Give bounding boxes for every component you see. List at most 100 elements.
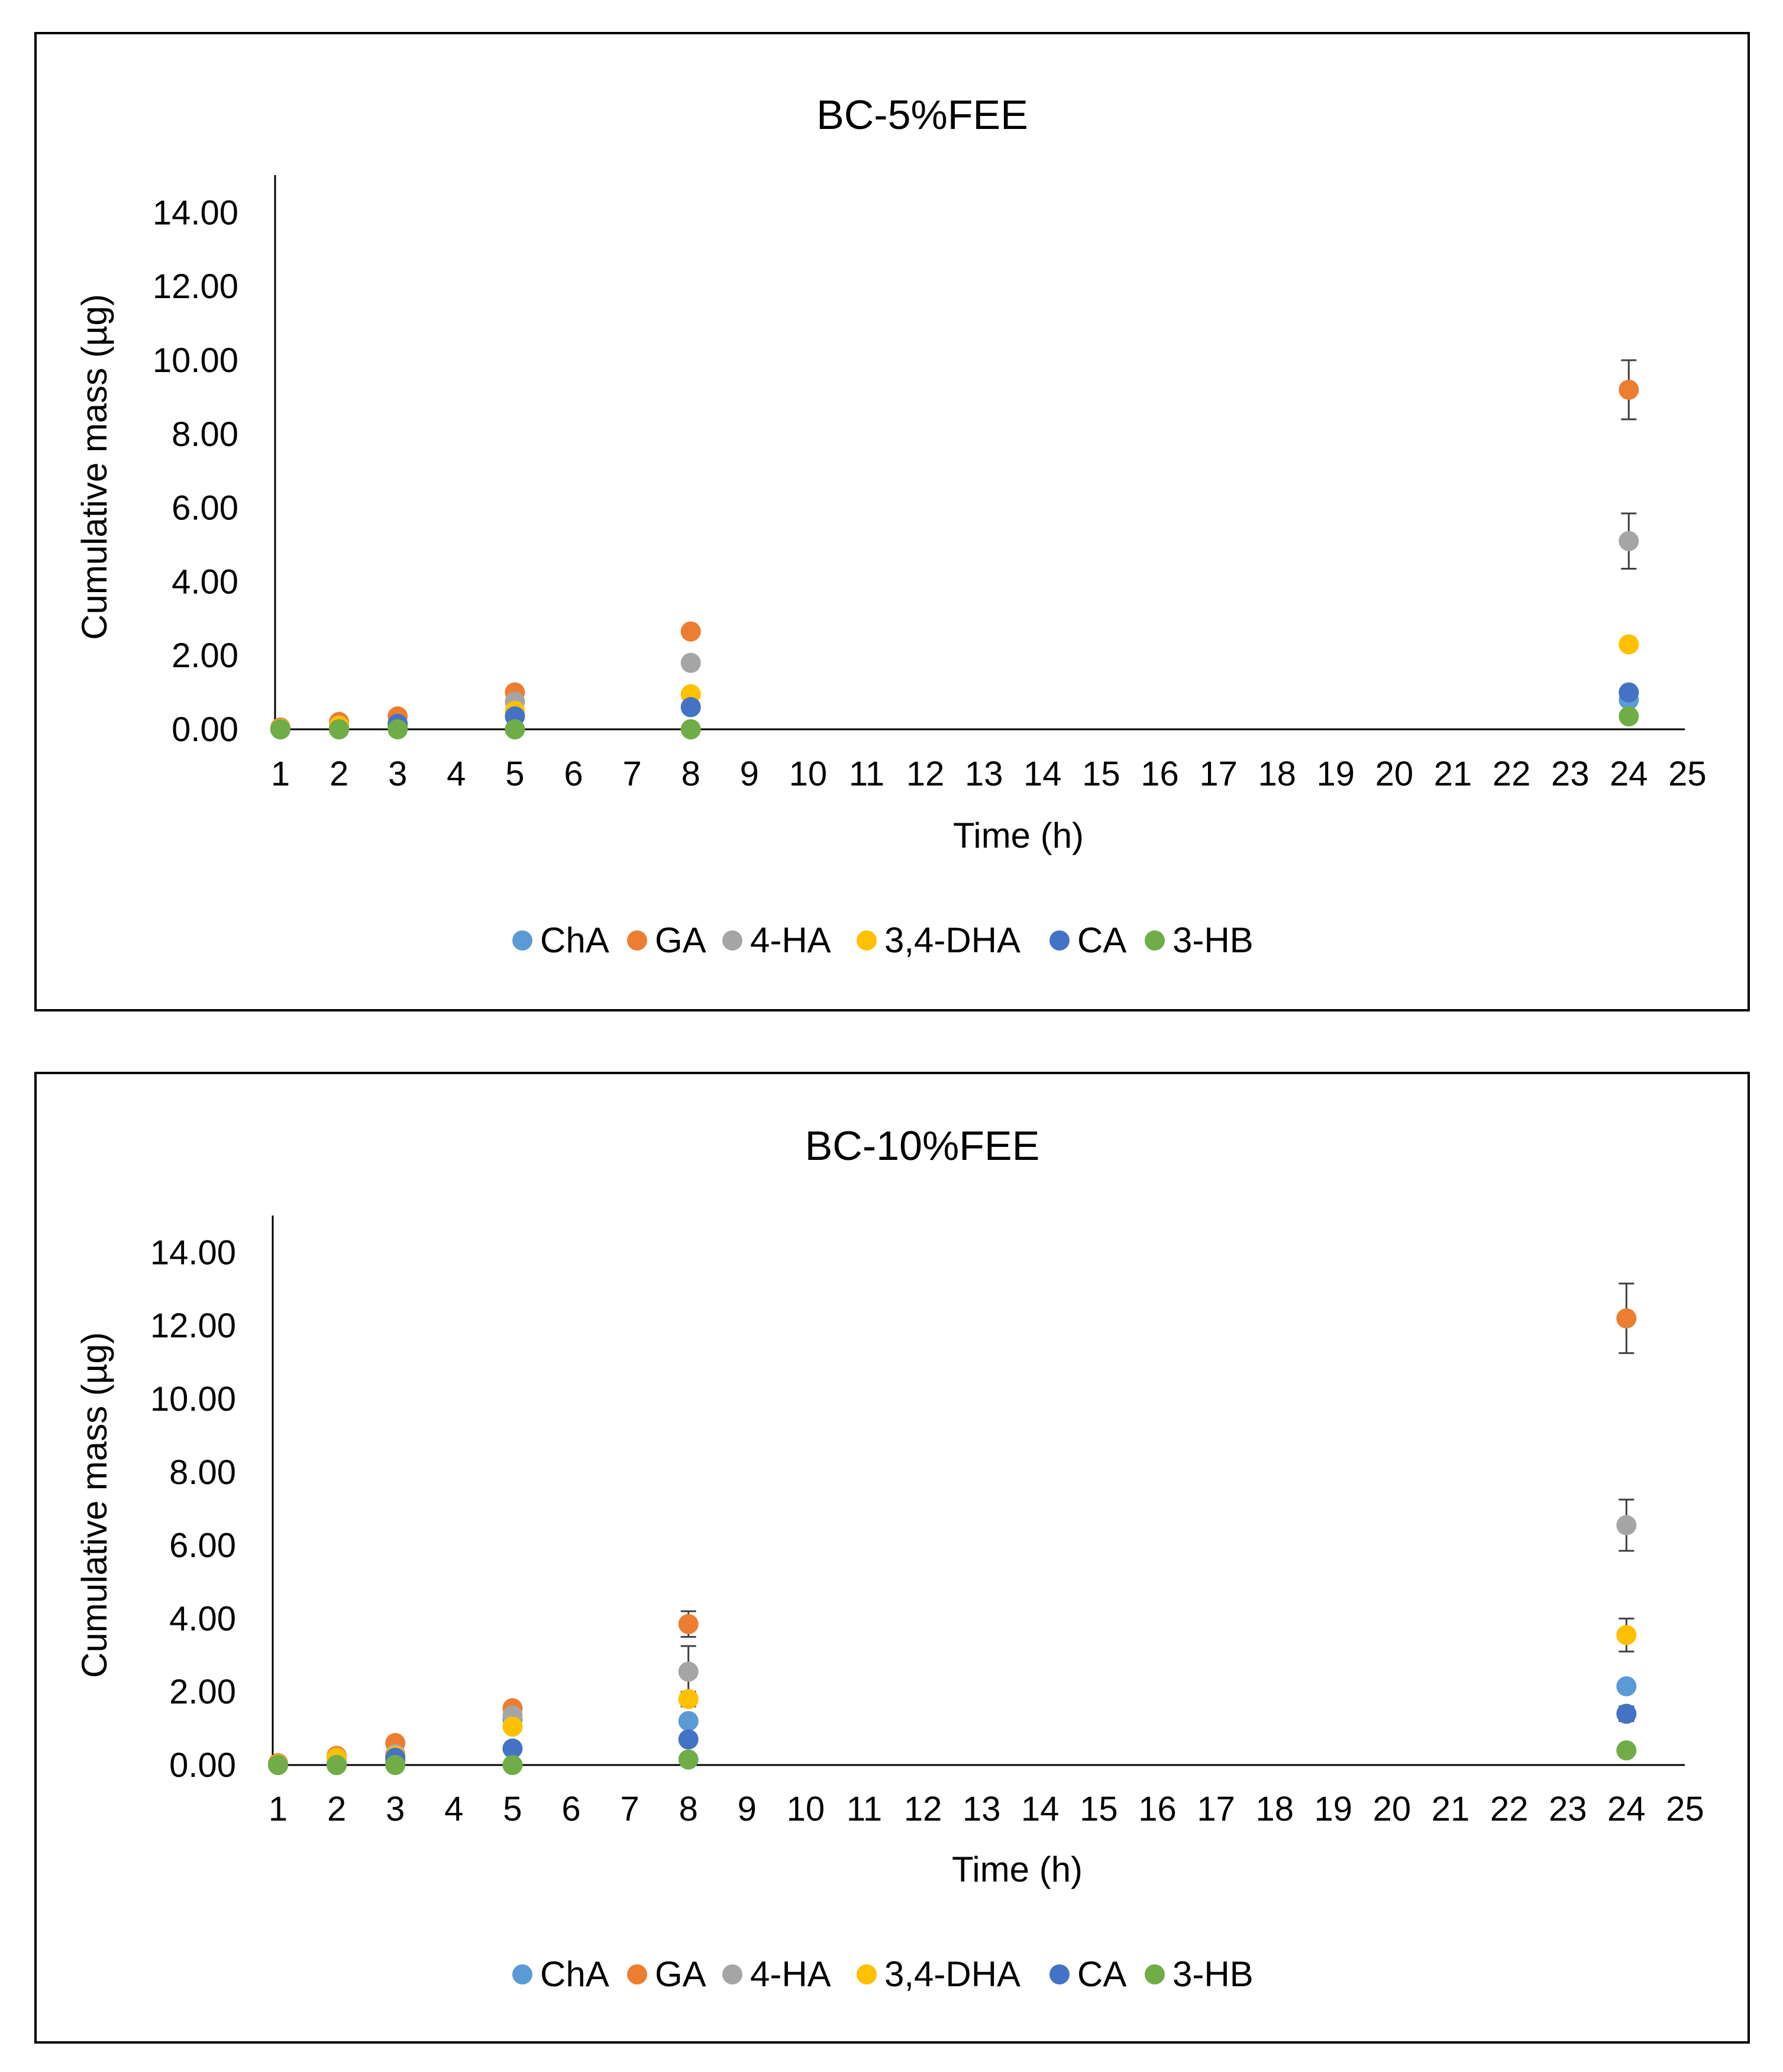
x-tick-label: 17 <box>1197 1790 1235 1828</box>
data-point-3-hb <box>1616 1740 1637 1761</box>
data-point-4-ha <box>678 1662 699 1682</box>
y-tick-label: 0.00 <box>172 710 238 749</box>
series-ga <box>270 359 1639 738</box>
x-tick-label: 25 <box>1666 1790 1704 1828</box>
legend-marker-cha <box>512 930 532 951</box>
legend-label-ca: CA <box>1077 920 1126 960</box>
y-tick-label: 10.00 <box>153 341 238 380</box>
x-tick-label: 18 <box>1255 1790 1294 1828</box>
x-tick-label: 24 <box>1607 1790 1646 1828</box>
y-tick-label: 14.00 <box>150 1233 236 1272</box>
x-tick-label: 18 <box>1258 755 1296 793</box>
series-ga <box>268 1282 1637 1773</box>
data-point-4-ha <box>1619 531 1639 551</box>
x-tick-label: 12 <box>906 755 945 793</box>
x-tick-label: 4 <box>444 1790 463 1828</box>
data-point-3-hb <box>678 1749 699 1770</box>
series-4-ha <box>268 1498 1637 1774</box>
legend-marker-3-4-dha <box>857 930 877 951</box>
chart-panel-bc-10-fee: BC-10%FEE 0.00 2.00 4.00 6.00 8.00 10.00 12.00 1… <box>34 1072 1750 2044</box>
chart-panel-bc-5-fee: BC-5%FEE 0.00 2.00 4.00 6.00 8.00 10.00 12.00 14… <box>34 32 1750 1011</box>
legend: ChA GA 4-HA 3,4-DHA CA 3-HB <box>512 920 1254 960</box>
x-tick-label: 25 <box>1668 755 1707 793</box>
x-tick-label: 13 <box>962 1790 1001 1828</box>
x-tick-label: 15 <box>1082 755 1120 793</box>
series-3-hb <box>268 1740 1637 1775</box>
data-point-3-hb <box>505 719 525 739</box>
legend-marker-3-hb <box>1145 930 1165 951</box>
y-axis-title: Cumulative mass (µg) <box>75 294 114 640</box>
x-tick-label: 22 <box>1490 1790 1529 1828</box>
data-point-ca <box>1619 682 1639 703</box>
data-point-ga <box>678 1614 699 1634</box>
data-point-ga <box>1619 379 1639 400</box>
data-point-3-4-dha <box>1616 1625 1637 1646</box>
legend-label-ca: CA <box>1077 1954 1126 1994</box>
x-axis-title: Time (h) <box>953 816 1084 855</box>
y-tick-label: 6.00 <box>172 489 238 528</box>
series-3-hb <box>270 706 1639 739</box>
series-4-ha <box>270 512 1639 739</box>
x-tick-label: 20 <box>1373 1790 1411 1828</box>
y-axis-title: Cumulative mass (µg) <box>75 1332 114 1678</box>
x-tick-label: 8 <box>681 755 700 793</box>
x-tick-label: 5 <box>505 755 524 793</box>
chart-svg-bc-5-fee: BC-5%FEE0.002.004.006.008.0010.0012.0014… <box>75 92 1707 960</box>
x-tick-label: 24 <box>1610 755 1648 793</box>
y-tick-label: 8.00 <box>172 415 238 454</box>
y-tick-label: 10.00 <box>150 1380 236 1418</box>
y-tick-label: 2.00 <box>169 1673 236 1711</box>
y-tick-label: 8.00 <box>169 1453 236 1492</box>
x-tick-label: 23 <box>1551 755 1590 793</box>
x-axis-title: Time (h) <box>952 1850 1083 1889</box>
x-tick-label: 9 <box>740 755 759 793</box>
y-tick-label: 2.00 <box>172 636 238 675</box>
x-tick-label: 1 <box>269 1790 288 1828</box>
x-tick-label: 13 <box>965 755 1003 793</box>
data-point-4-ha <box>1616 1515 1637 1536</box>
legend-label-cha: ChA <box>540 1954 609 1994</box>
legend-marker-ga <box>627 930 647 951</box>
data-point-3-hb <box>385 1755 406 1775</box>
legend: ChA GA 4-HA 3,4-DHA CA 3-HB <box>512 1954 1254 1994</box>
chart-title: BC-10%FEE <box>805 1123 1040 1169</box>
x-tick-label: 5 <box>503 1790 522 1828</box>
legend-label-ga: GA <box>655 1954 706 1994</box>
x-tick-label: 11 <box>849 755 884 793</box>
y-tick-label: 6.00 <box>169 1527 236 1565</box>
legend-label-cha: ChA <box>540 920 609 960</box>
x-tick-label: 6 <box>564 755 583 793</box>
data-point-3-hb <box>680 719 701 739</box>
legend-marker-3-hb <box>1145 1964 1165 1984</box>
data-point-3-hb <box>502 1755 523 1775</box>
x-tick-label: 12 <box>904 1790 942 1828</box>
series-3-4-dha <box>270 634 1639 739</box>
x-tick-label: 2 <box>327 1790 346 1828</box>
data-point-3-4-dha <box>1619 634 1639 655</box>
data-point-4-ha <box>680 652 701 673</box>
legend-marker-4-ha <box>722 1964 742 1984</box>
data-point-3-4-dha <box>678 1689 699 1709</box>
legend-label-3-hb: 3-HB <box>1172 1954 1254 1994</box>
x-tick-label: 9 <box>738 1790 757 1828</box>
x-tick-label: 11 <box>847 1790 882 1828</box>
x-tick-label: 17 <box>1199 755 1238 793</box>
y-tick-label: 12.00 <box>153 267 238 306</box>
data-point-3-4-dha <box>502 1717 523 1737</box>
chart-title: BC-5%FEE <box>816 92 1028 138</box>
data-point-ga <box>1616 1308 1637 1328</box>
x-tick-label: 1 <box>271 755 290 793</box>
y-tick-label: 12.00 <box>150 1307 236 1345</box>
legend-marker-ca <box>1049 1964 1070 1984</box>
x-tick-label: 7 <box>622 755 641 793</box>
legend-label-4-ha: 4-HA <box>750 920 831 960</box>
x-tick-label: 7 <box>620 1790 639 1828</box>
data-point-ca <box>502 1738 523 1759</box>
x-tick-label: 19 <box>1317 755 1355 793</box>
legend-label-3-4-dha: 3,4-DHA <box>884 920 1020 960</box>
x-tick-label: 6 <box>561 1790 580 1828</box>
data-point-3-hb <box>270 719 290 739</box>
legend-label-3-4-dha: 3,4-DHA <box>884 1954 1020 1994</box>
x-tick-label: 4 <box>447 755 466 793</box>
x-tick-label: 10 <box>787 1790 825 1828</box>
